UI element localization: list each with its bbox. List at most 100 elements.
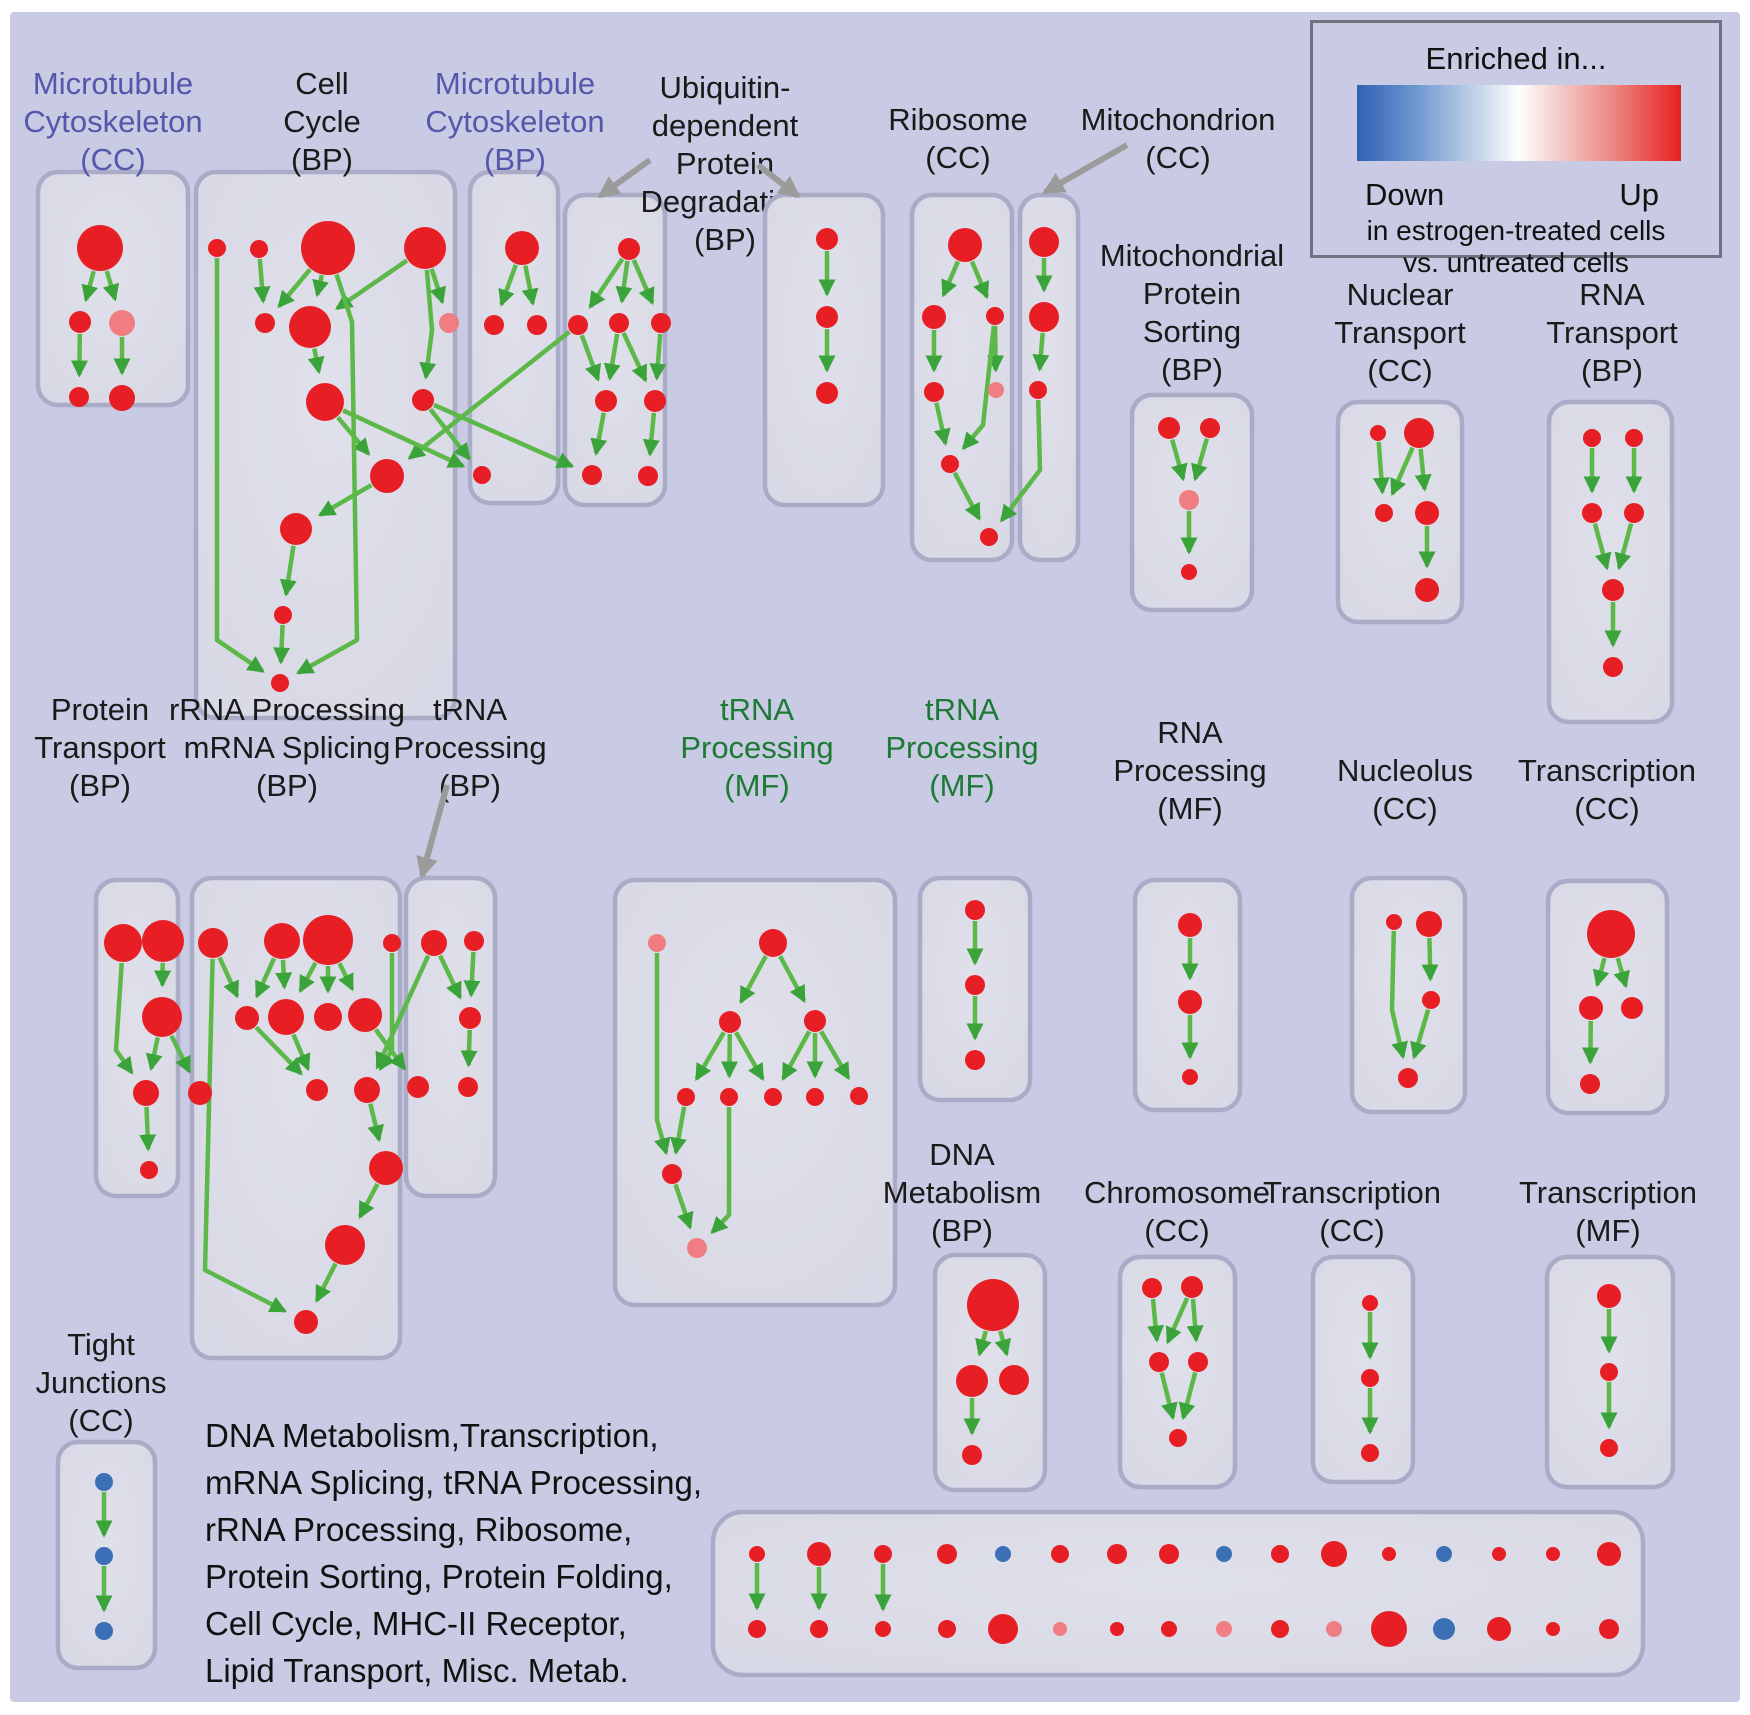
cross-edge bbox=[169, 1034, 192, 1074]
cross-edge bbox=[428, 408, 471, 461]
go-term-node bbox=[648, 934, 666, 952]
edge-trna-processing-mf-main bbox=[710, 1107, 732, 1235]
go-term-node bbox=[764, 1088, 782, 1106]
go-term-node bbox=[235, 1006, 259, 1030]
edge-trna-processing-mf-main bbox=[720, 1033, 738, 1079]
band-node-bottom bbox=[748, 1620, 766, 1638]
go-term-node bbox=[1178, 913, 1202, 937]
go-term-node bbox=[289, 306, 331, 348]
edge-ribosome-cc bbox=[961, 325, 997, 450]
edge-ubiquitin-degradation-bp bbox=[621, 332, 648, 383]
go-term-node bbox=[464, 931, 484, 951]
band-node-top bbox=[1051, 1545, 1069, 1563]
edge-cell-cycle-bp bbox=[296, 273, 360, 675]
edge-nucleolus-cc bbox=[1410, 1008, 1431, 1060]
go-term-node bbox=[956, 1365, 988, 1397]
cluster-label-dna-metabolism-bp-line0: DNA bbox=[929, 1137, 995, 1172]
go-term-node bbox=[1178, 990, 1202, 1014]
go-term-node bbox=[1200, 418, 1220, 438]
band-node-top bbox=[1546, 1547, 1560, 1561]
go-term-node bbox=[816, 228, 838, 250]
ubiquitin-left-pointer-icon bbox=[597, 157, 652, 199]
band-node-bottom bbox=[1216, 1621, 1232, 1637]
edge-cell-cycle-bp bbox=[335, 258, 409, 311]
edge-trna-processing-bp bbox=[438, 954, 463, 1000]
cluster-label-mitochondrial-protein-sorting-bp-line2: Sorting bbox=[1143, 314, 1241, 349]
cluster-label-mitochondrial-protein-sorting-bp-line1: Protein bbox=[1143, 276, 1241, 311]
go-term-node bbox=[1179, 490, 1199, 510]
go-term-node bbox=[609, 313, 629, 333]
go-term-node bbox=[948, 228, 982, 262]
go-term-node bbox=[421, 930, 447, 956]
cluster-label-tight-junctions-cc-line2: (CC) bbox=[68, 1403, 133, 1438]
edge-chromosome-cc bbox=[1159, 1372, 1178, 1421]
go-term-node bbox=[301, 221, 355, 275]
cluster-label-ubiquitin-degradation-bp-line2: Protein bbox=[676, 146, 774, 181]
go-term-node bbox=[1182, 1069, 1198, 1085]
edge-microtubule-cytoskeleton-cc bbox=[70, 333, 88, 378]
cluster-label-transcription-cc-lower-line0: Transcription bbox=[1263, 1175, 1441, 1210]
go-term-node bbox=[1415, 578, 1439, 602]
edge-cell-cycle-bp bbox=[279, 545, 297, 597]
band-node-top bbox=[1271, 1545, 1289, 1563]
edge-ubiquitin-degradation-bp bbox=[631, 259, 655, 306]
edge-dna-metabolism-bp bbox=[975, 1330, 992, 1357]
edge-trna-processing-mf-main bbox=[739, 955, 768, 1005]
edge-rrna-processing-mrna-splicing-bp bbox=[314, 1262, 338, 1303]
legend-down-label: Down bbox=[1365, 177, 1445, 212]
edge-chromosome-cc bbox=[1186, 1298, 1204, 1343]
cluster-label-microtubule-cytoskeleton-bp-line0: Microtubule bbox=[435, 66, 595, 101]
band-node-bottom bbox=[1110, 1622, 1124, 1636]
go-term-node bbox=[314, 1003, 342, 1031]
band-node-top bbox=[937, 1544, 957, 1564]
cluster-ubiquitin-degradation-bp: Ubiquitin-dependentProteinDegradation(BP… bbox=[562, 70, 809, 508]
cluster-label-mitochondrion-cc-line1: (CC) bbox=[1145, 140, 1210, 175]
go-term-node bbox=[804, 1010, 826, 1032]
edge-microtubule-cytoskeleton-bp bbox=[498, 264, 518, 307]
edge-rrna-processing-mrna-splicing-bp bbox=[254, 1025, 303, 1076]
cluster-label-protein-transport-bp-line0: Protein bbox=[51, 692, 149, 727]
edge-cell-cycle-bp bbox=[317, 483, 373, 517]
go-term-node bbox=[816, 382, 838, 404]
edge-mitochondrial-protein-sorting-bp bbox=[1191, 437, 1210, 482]
go-term-node bbox=[142, 997, 182, 1037]
go-term-node bbox=[140, 1161, 158, 1179]
go-term-node bbox=[988, 382, 1004, 398]
edge-ubiquitin-degradation-bp bbox=[588, 257, 625, 309]
cluster-label-nucleolus-cc-line1: (CC) bbox=[1372, 791, 1437, 826]
edge-ubiquitin-degradation-bp bbox=[615, 260, 633, 304]
go-term-node bbox=[274, 606, 292, 624]
go-term-node bbox=[999, 1365, 1029, 1395]
cluster-box-nucleolus-cc bbox=[1349, 875, 1468, 1115]
trna-bp-pointer-icon bbox=[416, 784, 450, 880]
edge-rrna-processing-mrna-splicing-bp bbox=[358, 1182, 380, 1220]
cluster-label-trna-processing-bp-line1: Processing bbox=[393, 730, 546, 765]
cluster-label-ribosome-cc-line0: Ribosome bbox=[888, 102, 1028, 137]
band-node-top bbox=[1382, 1547, 1396, 1561]
go-term-node bbox=[95, 1622, 113, 1640]
edge-ubiquitin-degradation-bp bbox=[603, 333, 621, 381]
cluster-label-cell-cycle-bp-line1: Cycle bbox=[283, 104, 361, 139]
cluster-label-protein-transport-bp-line1: Transport bbox=[34, 730, 166, 765]
go-term-node bbox=[264, 923, 300, 959]
cluster-label-rna-transport-bp-line1: Transport bbox=[1546, 315, 1678, 350]
go-term-node bbox=[306, 1079, 328, 1101]
cluster-label-rna-transport-bp-line0: RNA bbox=[1579, 277, 1645, 312]
go-term-node bbox=[1404, 418, 1434, 448]
band-node-top bbox=[1492, 1547, 1506, 1561]
go-term-node bbox=[568, 315, 588, 335]
go-term-node bbox=[1149, 1352, 1169, 1372]
cluster-box-mitochondrion-cc bbox=[1017, 192, 1081, 563]
cluster-label-chromosome-cc-line1: (CC) bbox=[1144, 1213, 1209, 1248]
go-term-node bbox=[1398, 1068, 1418, 1088]
band-node-top bbox=[995, 1546, 1011, 1562]
edge-trna-processing-mf-main bbox=[673, 1183, 694, 1230]
go-term-node bbox=[104, 924, 142, 962]
note-line: DNA Metabolism,Transcription, bbox=[205, 1417, 659, 1454]
